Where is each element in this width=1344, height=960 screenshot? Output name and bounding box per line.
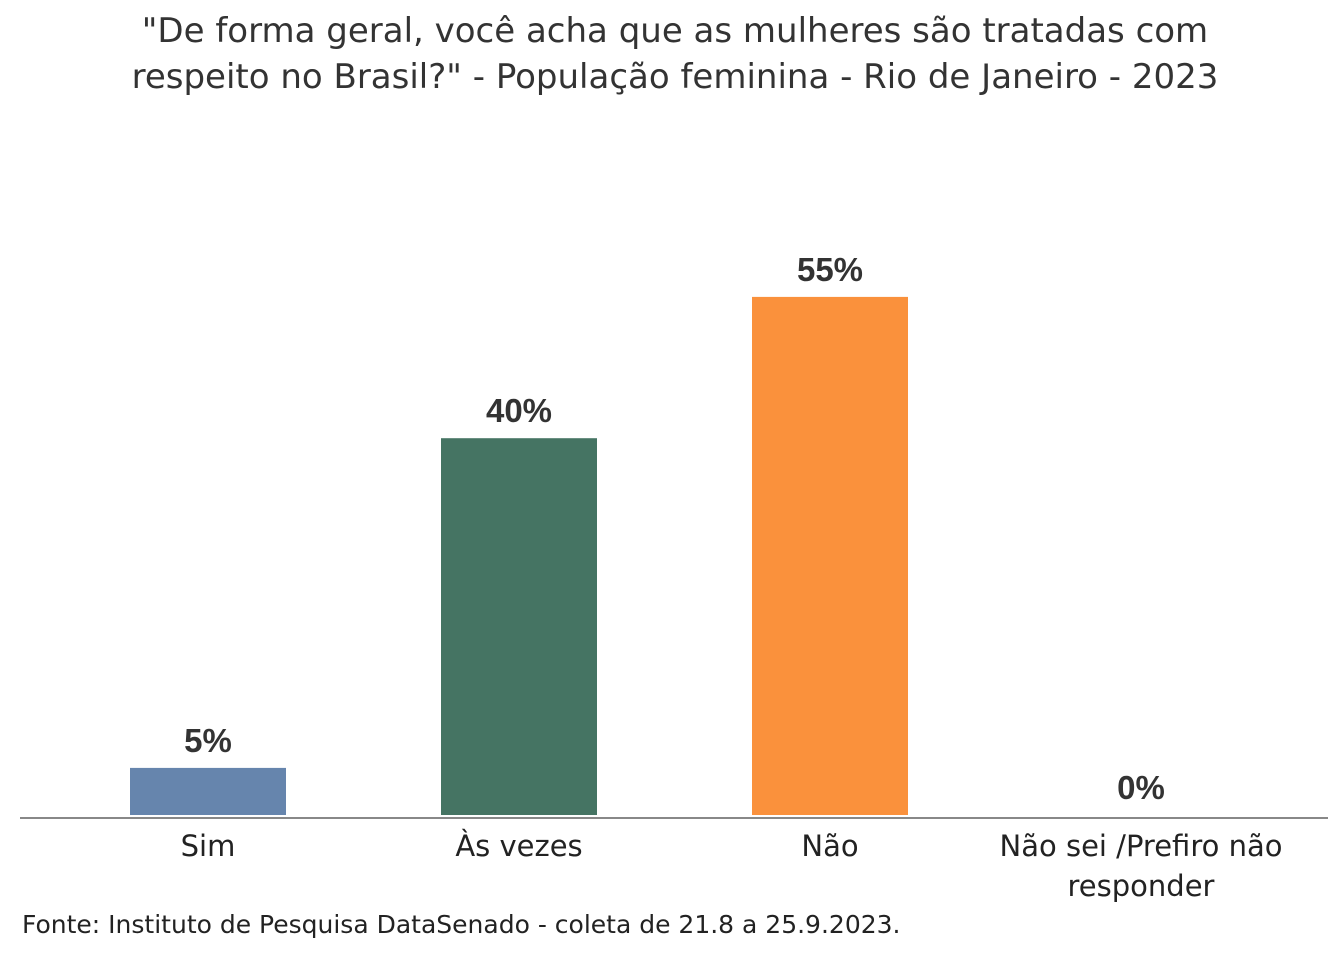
bar	[130, 767, 286, 815]
value-label: 40%	[486, 392, 552, 429]
x-tick-label: Às vezes	[455, 829, 583, 863]
value-label: 55%	[797, 251, 863, 288]
value-label: 5%	[184, 722, 232, 759]
chart-title: "De forma geral, você acha que as mulher…	[131, 11, 1219, 97]
value-label: 0%	[1117, 769, 1165, 806]
x-tick-label: Não sei /Prefiro não responder	[999, 829, 1283, 903]
bar	[441, 438, 597, 815]
x-tick-label: Não	[801, 829, 859, 863]
source-note: Fonte: Instituto de Pesquisa DataSenado …	[22, 910, 901, 939]
x-tick-label: Sim	[180, 829, 236, 863]
bar	[752, 296, 908, 815]
